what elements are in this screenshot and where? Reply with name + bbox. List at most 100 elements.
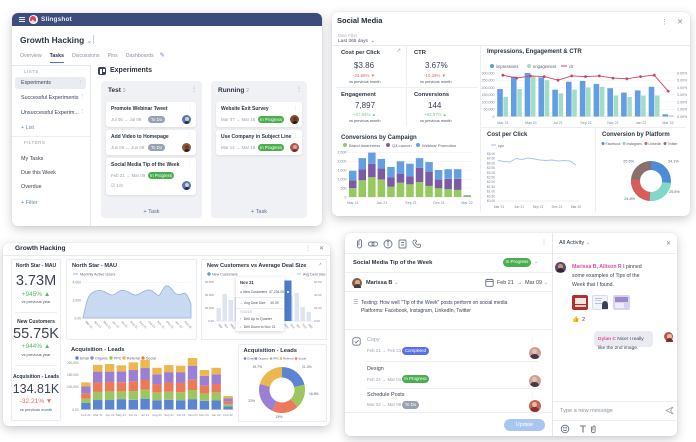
svg-text:60.50: 60.50: [314, 280, 322, 284]
svg-text:Jan 22: Jan 22: [211, 413, 220, 417]
svg-text:$3.50: $3.50: [487, 166, 495, 170]
svg-text:Mar: Mar: [307, 322, 313, 328]
svg-text:40.00: 40.00: [314, 293, 322, 297]
svg-text:6.00%: 6.00%: [677, 71, 687, 75]
svg-text:$3.00: $3.00: [487, 171, 495, 175]
svg-text:May: May: [229, 322, 236, 329]
svg-text:Organic: Organic: [258, 356, 269, 360]
svg-text:Feb 21: Feb 21: [81, 413, 91, 417]
svg-text:0.00: 0.00: [72, 407, 78, 411]
svg-text:$4.00: $4.00: [487, 161, 495, 165]
svg-text:Nov 21: Nov 21: [156, 319, 166, 329]
svg-text:$4.50: $4.50: [487, 157, 495, 161]
svg-text:Sep 21: Sep 21: [164, 413, 174, 417]
svg-text:Sep 21: Sep 21: [533, 205, 544, 209]
svg-text:Apr 21: Apr 21: [93, 319, 102, 328]
svg-text:Sep 21: Sep 21: [405, 201, 416, 205]
svg-text:Jan 22: Jan 22: [636, 121, 647, 125]
svg-text:Email: Email: [247, 356, 255, 360]
svg-text:25.6%: 25.6%: [669, 190, 680, 194]
svg-text:0.00: 0.00: [74, 316, 81, 320]
svg-text:0.00: 0.00: [208, 319, 214, 323]
svg-text:0: 0: [345, 195, 347, 199]
svg-text:3.00%: 3.00%: [677, 93, 687, 97]
svg-text:Feb: Feb: [301, 322, 308, 329]
svg-text:Dec 21: Dec 21: [433, 201, 444, 205]
svg-text:24.1%: 24.1%: [668, 160, 679, 164]
svg-text:500: 500: [341, 186, 347, 190]
svg-text:Jul 21: Jul 21: [120, 319, 129, 328]
svg-text:1,000: 1,000: [338, 178, 347, 182]
svg-text:21.3%: 21.3%: [302, 365, 312, 369]
svg-text:2,000: 2,000: [73, 298, 82, 302]
svg-text:Jan: Jan: [295, 322, 301, 328]
svg-text:40,000: 40,000: [205, 293, 215, 297]
svg-text:2,000: 2,000: [338, 160, 347, 164]
svg-text:100,000: 100,000: [482, 100, 495, 104]
svg-text:LinkedIn: LinkedIn: [649, 142, 662, 146]
svg-text:20.00: 20.00: [314, 306, 322, 310]
svg-text:Avg Deal Size: Avg Deal Size: [303, 272, 326, 276]
svg-text:Email: Email: [80, 356, 89, 360]
svg-text:Mar 22: Mar 22: [571, 205, 582, 209]
svg-text:Feb 22: Feb 22: [183, 319, 193, 329]
svg-text:Mar 22: Mar 22: [461, 201, 472, 205]
svg-text:2.00%: 2.00%: [677, 100, 687, 104]
svg-text:0.00%: 0.00%: [677, 115, 687, 119]
svg-text:24.8%: 24.8%: [624, 197, 635, 201]
svg-text:Organic: Organic: [95, 356, 108, 360]
svg-text:Mar 21: Mar 21: [84, 319, 94, 329]
svg-text:May 21: May 21: [102, 319, 112, 329]
svg-text:19.7%: 19.7%: [252, 365, 262, 369]
svg-text:Jun 21: Jun 21: [514, 205, 524, 209]
svg-text:50,000: 50,000: [484, 108, 495, 112]
svg-text:Mar 21: Mar 21: [494, 205, 505, 209]
svg-text:Oct 21: Oct 21: [177, 413, 186, 417]
svg-text:Social: Social: [298, 356, 306, 360]
svg-text:2,500: 2,500: [338, 151, 347, 155]
svg-text:1,500: 1,500: [338, 169, 347, 173]
svg-text:Dec: Dec: [289, 322, 296, 329]
svg-text:Mar 22: Mar 22: [662, 121, 673, 125]
svg-text:Q3 Launch: Q3 Launch: [392, 143, 412, 148]
svg-text:$2.50: $2.50: [487, 176, 495, 180]
svg-text:250,000: 250,000: [482, 79, 495, 83]
svg-text:Facebook: Facebook: [606, 142, 621, 146]
svg-text:Referral: Referral: [283, 356, 294, 360]
svg-text:25.5%: 25.5%: [623, 160, 634, 164]
svg-text:20,000: 20,000: [205, 306, 215, 310]
svg-text:Social: Social: [146, 356, 156, 360]
svg-text:cpc: cpc: [498, 143, 504, 148]
svg-text:Nov 21: Nov 21: [607, 121, 618, 125]
svg-text:Nov: Nov: [283, 322, 290, 329]
svg-text:Sep 21: Sep 21: [580, 121, 591, 125]
svg-text:Jul 21: Jul 21: [553, 121, 563, 125]
svg-text:60,500: 60,500: [205, 280, 215, 284]
svg-text:Dec 21: Dec 21: [199, 413, 209, 417]
svg-text:Dec 21: Dec 21: [552, 205, 563, 209]
svg-text:May 21: May 21: [525, 121, 537, 125]
svg-text:Mar: Mar: [217, 322, 223, 328]
svg-text:Jul 21: Jul 21: [141, 413, 149, 417]
svg-text:$0.50: $0.50: [487, 194, 495, 198]
svg-text:Jun 21: Jun 21: [111, 319, 120, 328]
svg-text:impressions: impressions: [496, 64, 518, 69]
svg-text:New Customers: New Customers: [212, 272, 238, 276]
svg-text:0.00: 0.00: [314, 319, 320, 323]
svg-text:200,000: 200,000: [482, 86, 495, 90]
svg-text:150,000: 150,000: [482, 93, 495, 97]
svg-text:Sep 21: Sep 21: [138, 319, 148, 329]
svg-text:100,000: 100,000: [67, 385, 79, 389]
svg-text:Oct 21: Oct 21: [147, 319, 156, 328]
svg-text:$5.00: $5.00: [487, 152, 495, 156]
svg-text:Instagram: Instagram: [627, 142, 642, 146]
svg-text:ctr: ctr: [569, 64, 574, 69]
svg-text:4.00%: 4.00%: [677, 86, 687, 90]
svg-text:5.00%: 5.00%: [677, 79, 687, 83]
svg-text:PPC: PPC: [273, 356, 279, 360]
svg-text:$1.50: $1.50: [487, 185, 495, 189]
svg-text:Jan 22: Jan 22: [174, 319, 183, 328]
svg-text:PPC: PPC: [114, 356, 122, 360]
svg-text:Monthly Active Users: Monthly Active Users: [80, 272, 116, 276]
svg-text:1.00%: 1.00%: [677, 108, 687, 112]
